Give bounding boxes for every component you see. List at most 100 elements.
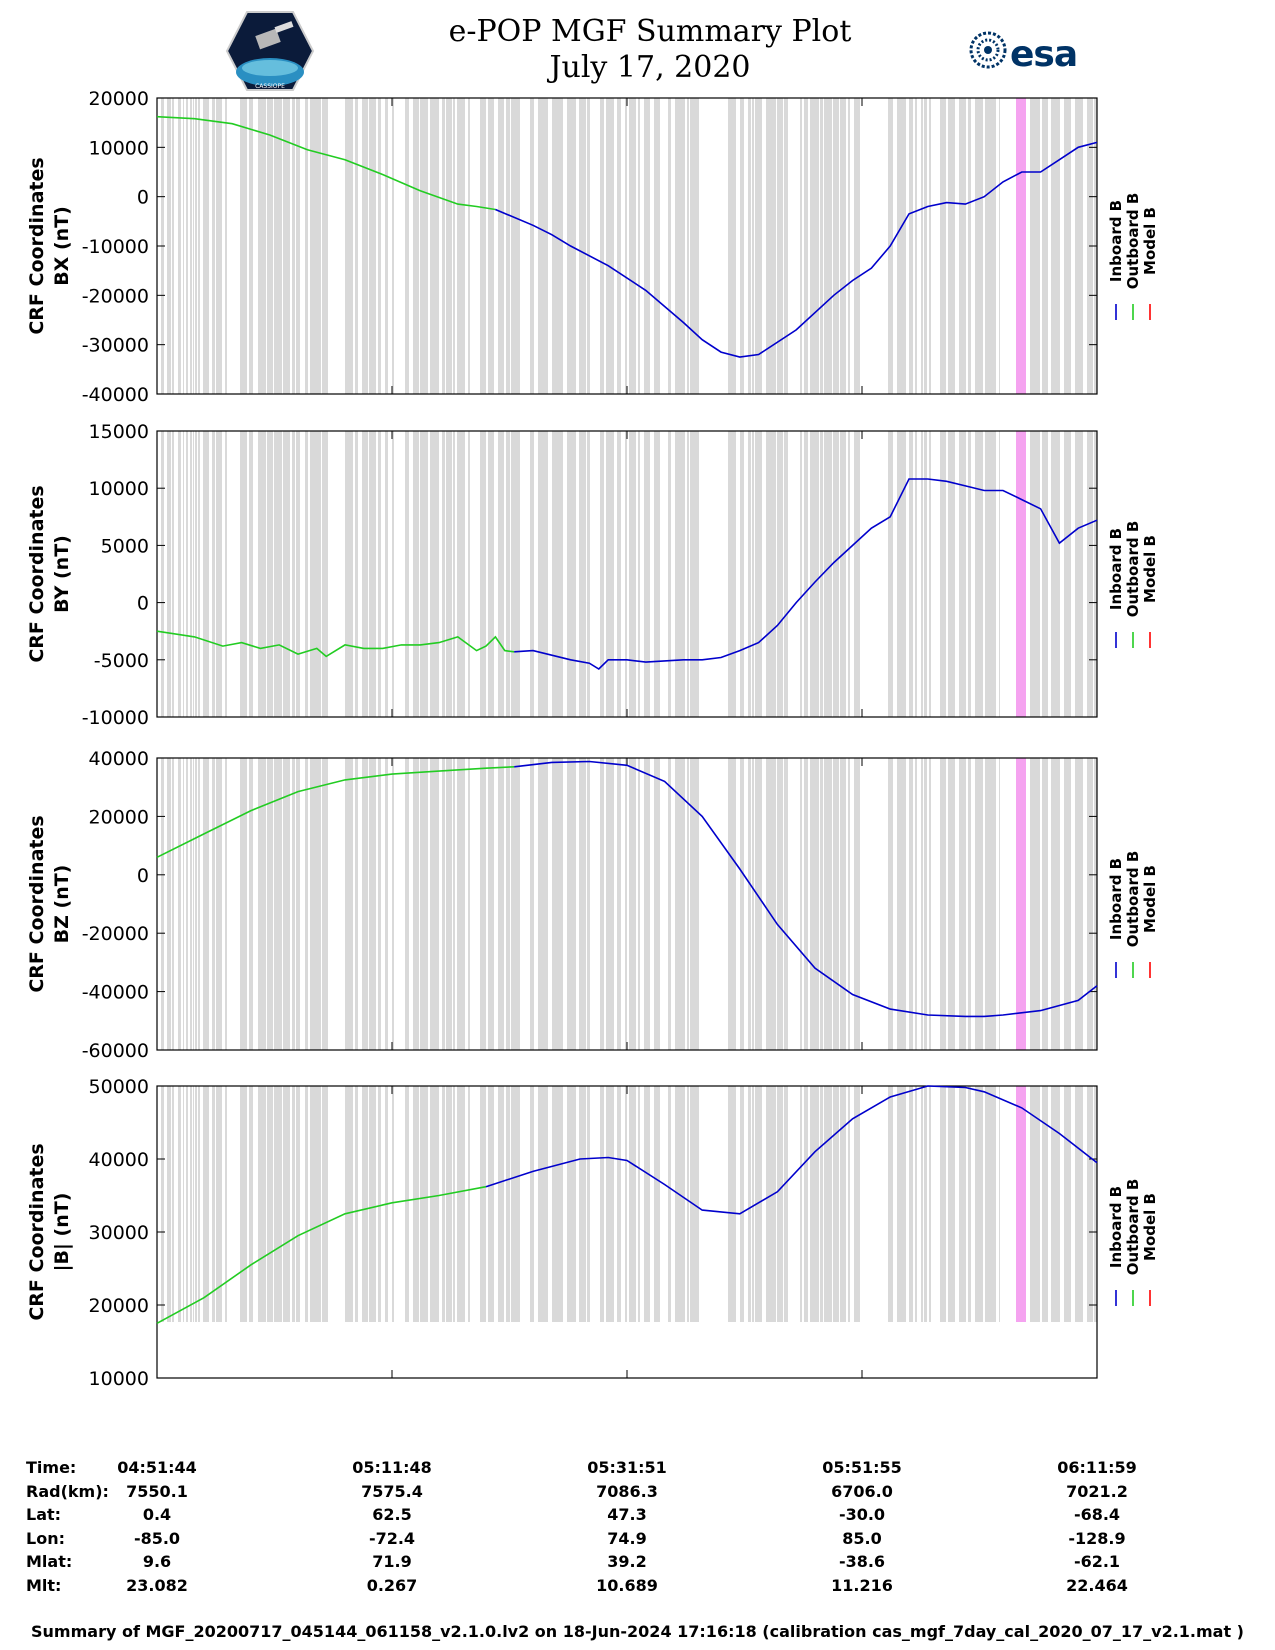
gap-shade — [777, 1086, 783, 1322]
gap-shade — [668, 1086, 671, 1322]
gap-shade — [567, 431, 576, 717]
gap-shade — [748, 98, 751, 394]
gap-shade — [488, 98, 494, 394]
gap-shade — [203, 431, 209, 717]
gap-shade — [579, 431, 586, 717]
gap-shade — [369, 431, 376, 717]
gap-shade — [413, 1086, 419, 1322]
gap-shade — [183, 758, 184, 1050]
y-tick-label: -20000 — [82, 923, 149, 945]
gap-shade — [506, 1086, 510, 1322]
panel-2: 15000 10000 5000 0 -5000 -10000 CRF Coordinate… — [26, 421, 1159, 729]
y-axis-label: BZ (nT) — [51, 865, 73, 944]
gap-shade — [430, 431, 439, 717]
y-tick-label: 10000 — [89, 137, 149, 159]
gap-shade — [190, 1086, 192, 1322]
gap-shade — [755, 431, 762, 717]
gap-shade — [625, 98, 627, 394]
gap-shade — [267, 431, 273, 717]
gap-shade — [296, 98, 300, 394]
gap-shade — [740, 98, 744, 394]
info-cell: -68.4 — [1073, 1505, 1121, 1524]
y-tick-label: 0 — [137, 593, 149, 615]
gap-shade — [453, 431, 455, 717]
gap-shade — [690, 758, 699, 1050]
legend-label: Outboard B — [1124, 521, 1142, 618]
gap-shade — [929, 98, 931, 394]
gap-shade — [820, 431, 823, 717]
gap-shade — [833, 431, 839, 717]
info-row-label: Rad(km): — [26, 1481, 109, 1501]
info-cell: 05:11:48 — [352, 1458, 432, 1477]
gap-shade — [1064, 1086, 1071, 1322]
gap-shade — [167, 758, 169, 1050]
gap-shade — [687, 758, 689, 1050]
info-row: Mlt: 23.082 0.267 10.689 11.216 22.464 — [0, 1576, 1275, 1600]
gap-shade — [940, 431, 946, 717]
gap-shade — [355, 758, 358, 1050]
gap-shade — [854, 98, 860, 394]
gap-shade — [405, 758, 409, 1050]
y-axis-label: CRF Coordinates — [26, 1143, 48, 1320]
legend-label: Inboard B — [1107, 858, 1125, 940]
gap-shade — [587, 758, 590, 1050]
gap-shade — [1094, 758, 1097, 1050]
info-cell: 7575.4 — [361, 1481, 423, 1501]
gap-shade — [187, 1086, 188, 1322]
gap-shade — [216, 431, 222, 717]
gap-shade — [968, 1086, 971, 1322]
info-cell: -128.9 — [1068, 1528, 1126, 1548]
gap-shade — [940, 758, 946, 1050]
plot-area: 20000 10000 0 -10000 -20000 -30000 -40000 CRF C… — [26, 88, 1159, 1390]
gap-shade — [198, 431, 200, 717]
gap-shade — [195, 98, 197, 394]
gap-shade — [617, 758, 621, 1050]
gap-shade — [897, 98, 906, 394]
gap-shade — [888, 431, 893, 717]
gap-shade — [552, 431, 563, 717]
panel-3: 40000 20000 0 -20000 -40000 -60000 CRF Coordin… — [26, 748, 1159, 1062]
gap-shade — [274, 758, 282, 1050]
gap-shade — [446, 98, 452, 394]
info-cell: 05:51:55 — [822, 1458, 902, 1477]
gap-shade — [1064, 98, 1071, 394]
series-line-outboard-b — [156, 1185, 487, 1325]
gap-shade — [258, 98, 266, 394]
info-cell: 23.082 — [126, 1575, 188, 1595]
gap-shade — [675, 98, 685, 394]
gap-shade — [195, 431, 197, 717]
gap-shade — [800, 98, 802, 394]
gap-shade — [453, 758, 455, 1050]
gap-shade — [897, 1086, 906, 1322]
gap-shade — [766, 1086, 776, 1322]
gap-shade — [600, 1086, 604, 1322]
gap-shade — [587, 1086, 590, 1322]
gap-shade — [392, 758, 394, 1050]
gap-shade — [405, 431, 409, 717]
info-cell: 7086.3 — [596, 1481, 658, 1501]
gap-shade — [625, 431, 627, 717]
gap-shade — [728, 98, 736, 394]
gap-shade — [240, 98, 247, 394]
gap-shade — [530, 431, 534, 717]
gap-shade — [654, 758, 660, 1050]
y-tick-label: 15000 — [89, 421, 149, 443]
gap-shade — [305, 758, 308, 1050]
highlight-band — [1016, 1086, 1026, 1322]
y-tick-label: -20000 — [82, 285, 149, 307]
info-row: Lon: -85.0 -72.4 74.9 85.0 -128.9 — [0, 1529, 1275, 1553]
gap-shade — [322, 758, 328, 1050]
gap-shade — [163, 1086, 164, 1322]
gap-shade — [600, 758, 604, 1050]
gap-shade — [606, 758, 614, 1050]
gap-shade — [173, 1086, 174, 1322]
info-cell: 6706.0 — [831, 1481, 893, 1501]
gap-shade — [249, 1086, 253, 1322]
gap-shade — [606, 98, 614, 394]
gap-shade — [755, 1086, 762, 1322]
gap-shade — [162, 431, 163, 717]
gap-shade — [310, 98, 321, 394]
gap-shade — [511, 1086, 520, 1322]
info-cell: 10.689 — [596, 1575, 658, 1595]
gap-shade — [915, 758, 917, 1050]
